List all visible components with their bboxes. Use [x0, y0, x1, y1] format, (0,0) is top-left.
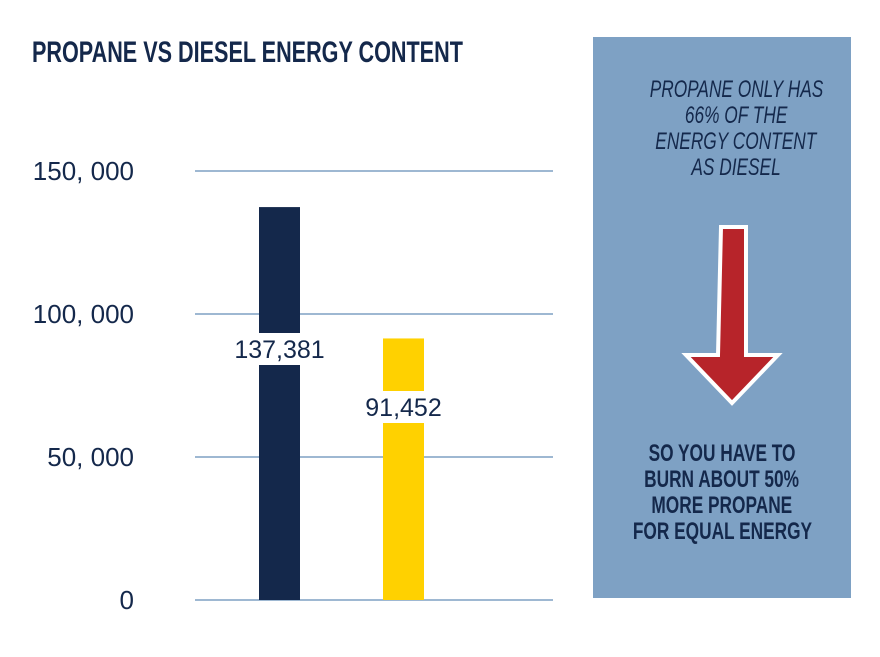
- callout-line: 66% OF THE: [684, 102, 788, 129]
- y-tick-label: 0: [120, 585, 134, 615]
- data-label: 91,452: [365, 394, 441, 422]
- callout-line: ENERGY CONTENT: [655, 128, 817, 155]
- bar: [383, 338, 424, 600]
- callout-line: MORE PROPANE: [651, 492, 793, 519]
- callout-line: PROPANE ONLY HAS: [649, 76, 823, 103]
- callout-line: AS DIESEL: [691, 154, 781, 181]
- callout-line: FOR EQUAL ENERGY: [632, 518, 812, 545]
- y-tick-label: 150, 000: [33, 156, 134, 186]
- callout-bottom-text: SO YOU HAVE TO BURN ABOUT 50% MORE PROPA…: [593, 441, 851, 545]
- data-label: 137,381: [234, 336, 324, 364]
- down-arrow-icon: [681, 225, 783, 406]
- y-tick-label: 100, 000: [33, 299, 134, 329]
- callout-line: SO YOU HAVE TO: [648, 440, 796, 467]
- chart-title: PROPANE VS DIESEL ENERGY CONTENT: [32, 36, 463, 69]
- data-label-background: [254, 333, 305, 365]
- y-tick-label: 50, 000: [47, 442, 134, 472]
- callout-top-text: PROPANE ONLY HAS 66% OF THE ENERGY CONTE…: [607, 77, 865, 181]
- callout-panel: PROPANE ONLY HAS 66% OF THE ENERGY CONTE…: [593, 37, 851, 598]
- bar: [259, 207, 300, 601]
- data-label-background: [378, 391, 429, 423]
- callout-line: BURN ABOUT 50%: [644, 466, 800, 493]
